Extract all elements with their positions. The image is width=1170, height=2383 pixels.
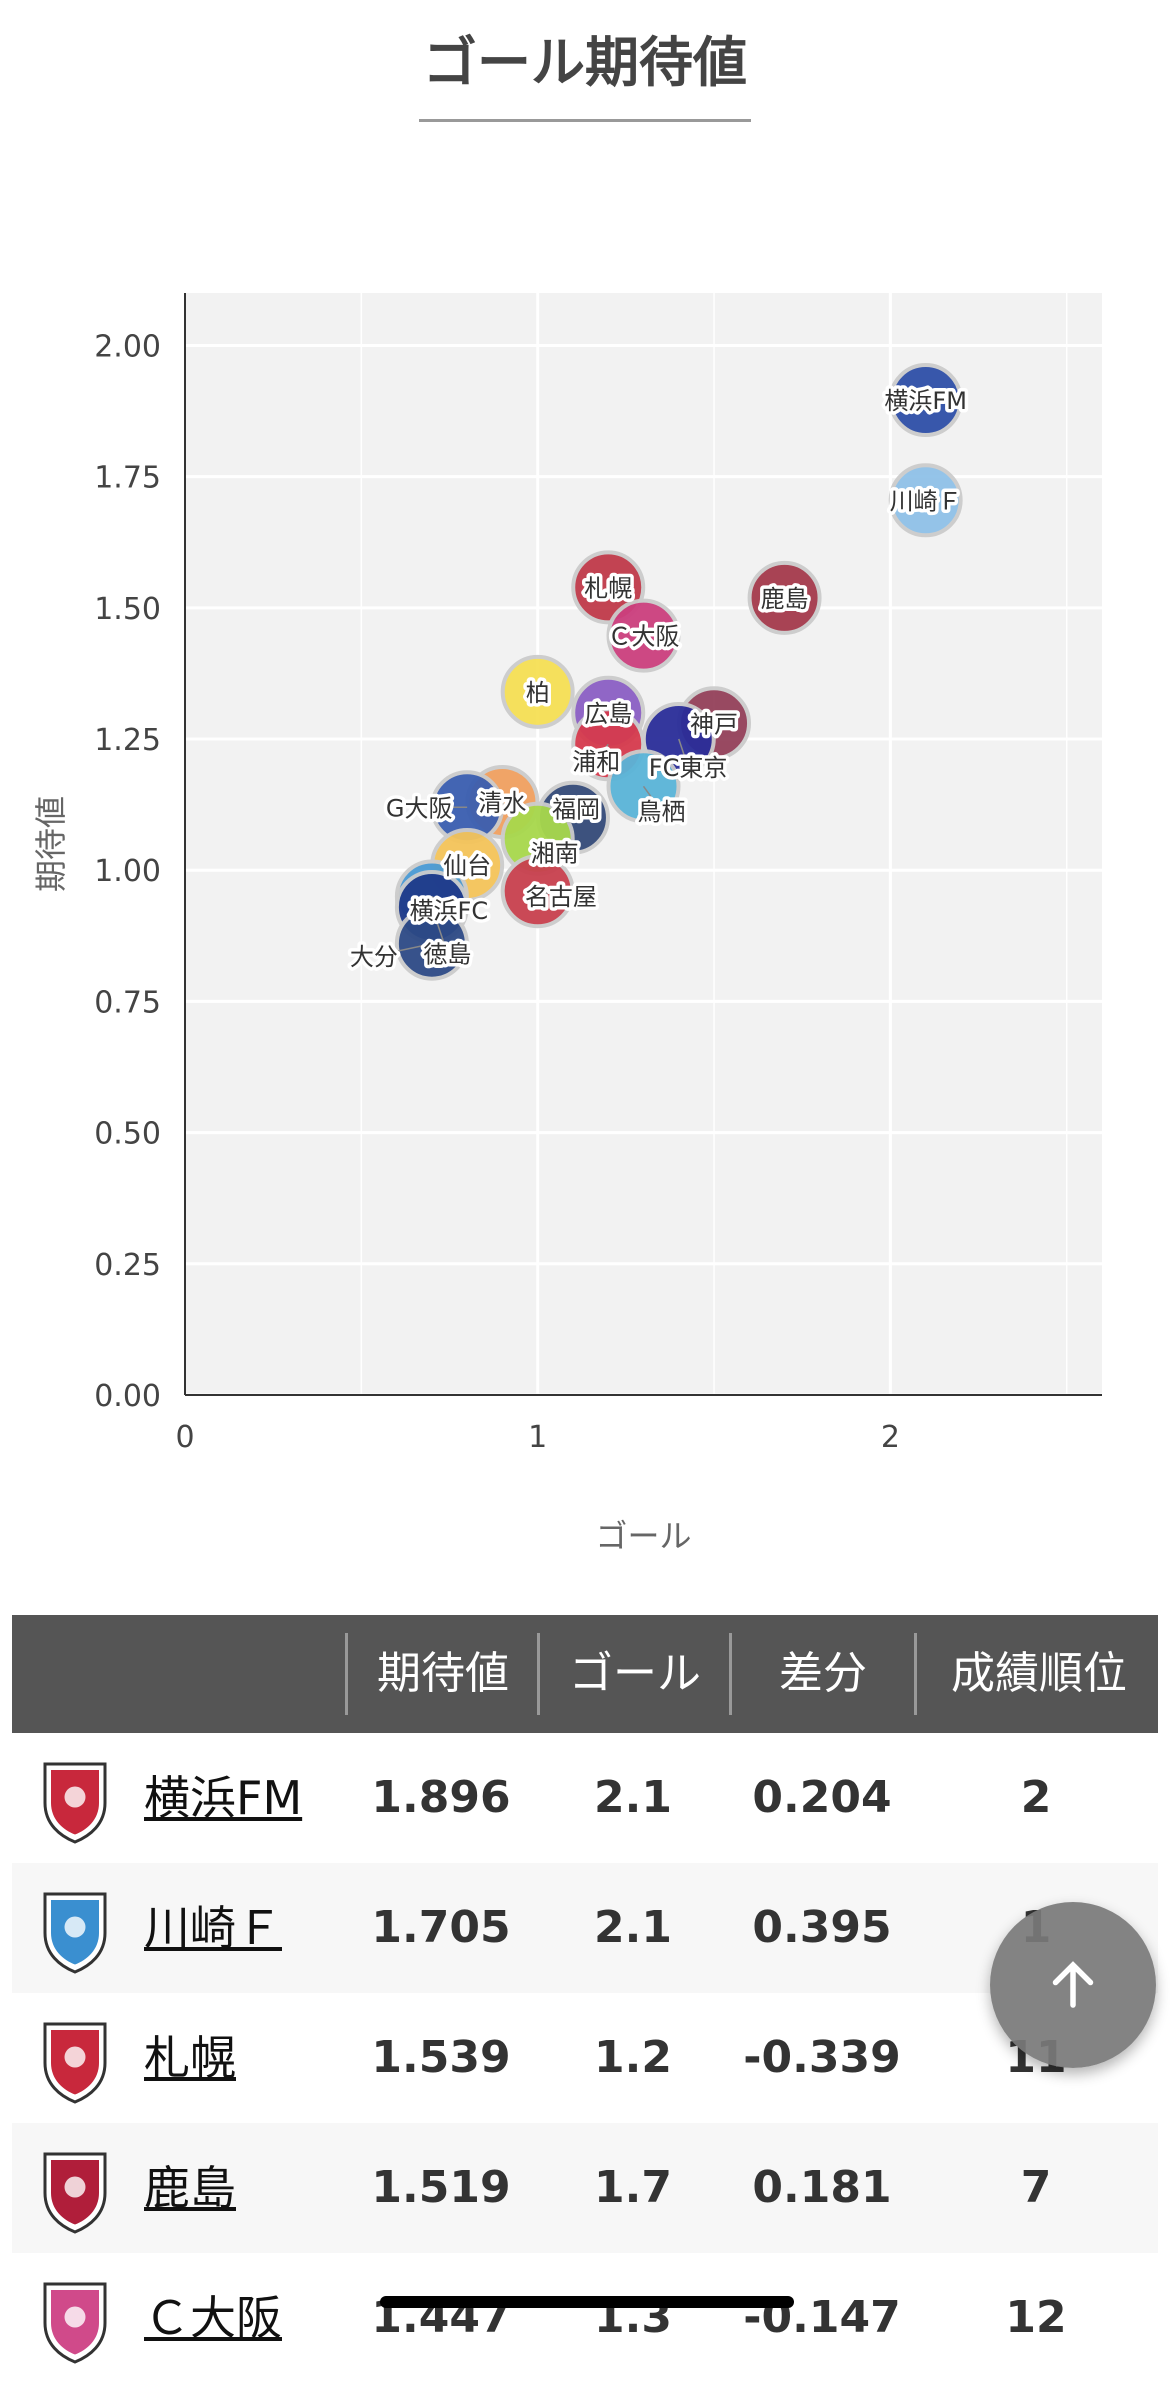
- label-leader-line: [431, 895, 450, 911]
- data-point-label: Ｃ大阪: [608, 623, 680, 651]
- arrow-up-icon: [1052, 1961, 1094, 2008]
- header-xg[interactable]: 期待値: [345, 1633, 538, 1715]
- label-leader-line: [537, 838, 556, 853]
- label-leader-line: [537, 890, 562, 897]
- x-tick-label: 0: [175, 1420, 194, 1455]
- data-point-label: 川崎Ｆ: [890, 487, 962, 515]
- data-point-label: 鳥栖: [638, 798, 686, 826]
- diff-value: 0.181: [752, 2162, 892, 2213]
- label-leader-line: [642, 785, 663, 812]
- diff-value: 0.395: [752, 1902, 892, 1953]
- rank-value: 12: [1005, 2292, 1067, 2343]
- table-row: 川崎Ｆ 1.705 2.1 0.395 1: [12, 1863, 1158, 1993]
- scatter-chart: 0.00 0.25 0.50 0.75 1.00 1.25 1.50 1.75 2.00 0 1 2 ゴ…: [32, 293, 1102, 1555]
- team-name-link[interactable]: Ｃ大阪: [144, 2291, 282, 2345]
- data-point-bubble: [606, 598, 681, 673]
- data-point-label: 湘南: [531, 839, 579, 867]
- team-name-link[interactable]: 川崎Ｆ: [144, 1901, 282, 1955]
- data-point-label: 仙台: [443, 852, 491, 880]
- data-point-label: 大分: [350, 943, 398, 971]
- y-tick-label: 2.00: [94, 329, 161, 364]
- data-point-label: 徳島: [423, 940, 471, 968]
- data-point-label: 福岡: [552, 795, 600, 823]
- table-row: 横浜FM 1.896 2.1 0.204 2: [12, 1733, 1158, 1863]
- y-axis-title: 期待値: [32, 796, 70, 892]
- data-point-label: 柏: [526, 679, 550, 707]
- xg-value: 1.539: [371, 2032, 511, 2083]
- data-point-bubble: [888, 363, 963, 438]
- plot-area: [185, 293, 1102, 1395]
- team-name-link[interactable]: 横浜FM: [144, 1771, 303, 1825]
- goal-value: 2.1: [594, 1902, 672, 1953]
- team-logo-icon: [43, 2022, 107, 2104]
- y-tick-label: 0.00: [94, 1379, 161, 1414]
- goal-value: 1.3: [594, 2292, 672, 2343]
- scroll-to-top-button[interactable]: [990, 1902, 1156, 2068]
- data-point-bubble: [500, 654, 575, 729]
- leader-lines-layer: [373, 738, 689, 957]
- team-logo-icon: [43, 1892, 107, 1974]
- label-leader-line: [373, 942, 433, 957]
- data-point-label: FC東京: [649, 754, 728, 782]
- diff-value: 0.204: [752, 1772, 892, 1823]
- goal-value: 1.7: [594, 2162, 672, 2213]
- data-point-label: 浦和: [572, 748, 620, 776]
- table-row: 札幌 1.539 1.2 -0.339 11: [12, 1993, 1158, 2123]
- y-tick-label: 0.50: [94, 1117, 161, 1152]
- xg-table: 期待値 ゴール 差分 成績順位 横浜FM 1.896 2.1 0.204 2 川…: [12, 1615, 1158, 2383]
- y-tick-label: 0.75: [94, 985, 161, 1020]
- data-point-label: 鹿島: [761, 585, 809, 613]
- data-point-label: 広島: [584, 700, 632, 728]
- label-leader-line: [595, 743, 609, 762]
- goal-value: 1.2: [594, 2032, 672, 2083]
- page-title-wrap: ゴール期待値: [0, 18, 1170, 122]
- data-point-label: 名古屋: [525, 883, 597, 911]
- header-goal[interactable]: ゴール: [537, 1633, 730, 1715]
- team-logo-icon: [43, 2152, 107, 2234]
- data-point-label: G大阪: [386, 794, 453, 822]
- x-tick-label: 2: [881, 1420, 900, 1455]
- data-point-label: 横浜FM: [884, 387, 967, 415]
- y-tick-label: 1.75: [94, 461, 161, 496]
- y-tick-label: 1.25: [94, 723, 161, 758]
- x-tick-label: 1: [528, 1420, 547, 1455]
- data-point-label: 清水: [478, 789, 526, 817]
- rank-value: 2: [1020, 1772, 1052, 1823]
- data-point-bubble: [747, 560, 822, 635]
- home-indicator: [380, 2296, 794, 2308]
- data-point-label: 神戸: [690, 710, 738, 738]
- team-logo-icon: [43, 2282, 107, 2364]
- team-name-link[interactable]: 札幌: [144, 2031, 236, 2085]
- diff-value: -0.147: [743, 2292, 901, 2343]
- table-header: 期待値 ゴール 差分 成績順位: [12, 1615, 1158, 1733]
- y-tick-label: 0.25: [94, 1248, 161, 1283]
- header-diff[interactable]: 差分: [729, 1633, 914, 1715]
- header-rank[interactable]: 成績順位: [914, 1633, 1161, 1715]
- data-point-bubble: [888, 463, 963, 538]
- rank-value: 7: [1020, 2162, 1052, 2213]
- xg-value: 1.705: [371, 1902, 511, 1953]
- table-row: Ｃ大阪 1.447 1.3 -0.147 12: [12, 2253, 1158, 2383]
- label-leader-line: [431, 906, 449, 954]
- y-tick-label: 1.00: [94, 854, 161, 889]
- y-tick-label: 1.50: [94, 592, 161, 627]
- xg-value: 1.447: [371, 2292, 511, 2343]
- team-logo-icon: [43, 1762, 107, 1844]
- label-leader-line: [678, 738, 689, 768]
- table-row: 鹿島 1.519 1.7 0.181 7: [12, 2123, 1158, 2253]
- xg-value: 1.896: [371, 1772, 511, 1823]
- page-title: ゴール期待値: [419, 18, 751, 122]
- diff-value: -0.339: [743, 2032, 901, 2083]
- x-axis-title: ゴール: [595, 1517, 691, 1555]
- xg-value: 1.519: [371, 2162, 511, 2213]
- bubbles-layer: [394, 363, 963, 981]
- data-point-label: 横浜FC: [410, 897, 489, 925]
- data-point-label: 札幌: [584, 574, 632, 602]
- team-name-link[interactable]: 鹿島: [144, 2161, 236, 2215]
- goal-value: 2.1: [594, 1772, 672, 1823]
